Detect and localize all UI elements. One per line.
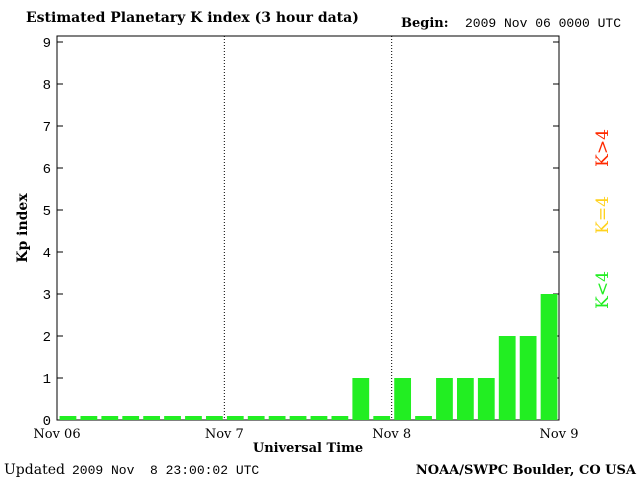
- begin-value: 2009 Nov 06 0000 UTC: [465, 16, 621, 31]
- x-tick-label: Nov 8: [372, 427, 411, 442]
- kp-bar: [80, 416, 98, 420]
- x-tick-label: Nov 06: [33, 427, 80, 442]
- kp-bar: [477, 378, 495, 420]
- day-divider-lines: [223, 36, 393, 420]
- kp-bar: [456, 378, 474, 420]
- kp-bar: [352, 378, 370, 420]
- y-axis-label: Kp index: [15, 193, 31, 263]
- kp-bar: [164, 416, 181, 420]
- x-axis-label: Universal Time: [253, 441, 363, 456]
- kp-bar: [59, 416, 77, 420]
- kp-bar: [268, 416, 286, 420]
- updated-label: Updated: [4, 462, 65, 478]
- y-tick-label: 2: [43, 330, 51, 346]
- y-tick-label: 3: [43, 288, 51, 304]
- legend-mid: K=4: [593, 196, 613, 234]
- kp-bar: [101, 416, 119, 420]
- kp-bar: [394, 378, 412, 420]
- kp-bar: [540, 294, 558, 420]
- legend-low: K<4: [593, 271, 613, 309]
- kp-bar: [519, 336, 537, 420]
- plot-frame: [56, 35, 560, 421]
- kp-bar: [143, 416, 161, 420]
- y-tick-label: 8: [43, 78, 51, 94]
- y-tick-label: 4: [43, 246, 51, 262]
- kp-bar: [331, 416, 349, 420]
- chart-title: Estimated Planetary K index (3 hour data…: [26, 10, 359, 26]
- kp-bar: [185, 416, 202, 420]
- y-tick-label: 0: [43, 414, 51, 430]
- legend-high: K>4: [593, 129, 613, 167]
- y-tick-label: 7: [43, 120, 51, 136]
- begin-label: Begin:: [401, 16, 449, 31]
- kp-bar: [415, 416, 432, 420]
- y-tick-label: 6: [43, 162, 51, 178]
- x-tick-label: Nov 9: [540, 427, 579, 442]
- kp-bar: [247, 416, 265, 420]
- kp-bar: [498, 336, 516, 420]
- updated-value: 2009 Nov 8 23:00:02 UTC: [72, 463, 259, 478]
- y-tick-label: 9: [43, 36, 51, 52]
- kp-bar: [289, 416, 307, 420]
- kp-bar: [373, 416, 391, 420]
- kp-bars: [59, 294, 558, 420]
- kp-bar: [310, 416, 328, 420]
- kp-bar: [226, 416, 244, 420]
- kp-bar: [205, 416, 223, 420]
- y-tick-label: 5: [43, 204, 51, 220]
- x-axis-tick-labels: Nov 06 Nov 7 Nov 8 Nov 9: [33, 427, 578, 442]
- kp-bar: [436, 378, 453, 420]
- source-credit: NOAA/SWPC Boulder, CO USA: [416, 463, 637, 478]
- kp-bar: [122, 416, 140, 420]
- y-tick-label: 1: [43, 372, 51, 388]
- x-tick-label: Nov 7: [205, 427, 244, 442]
